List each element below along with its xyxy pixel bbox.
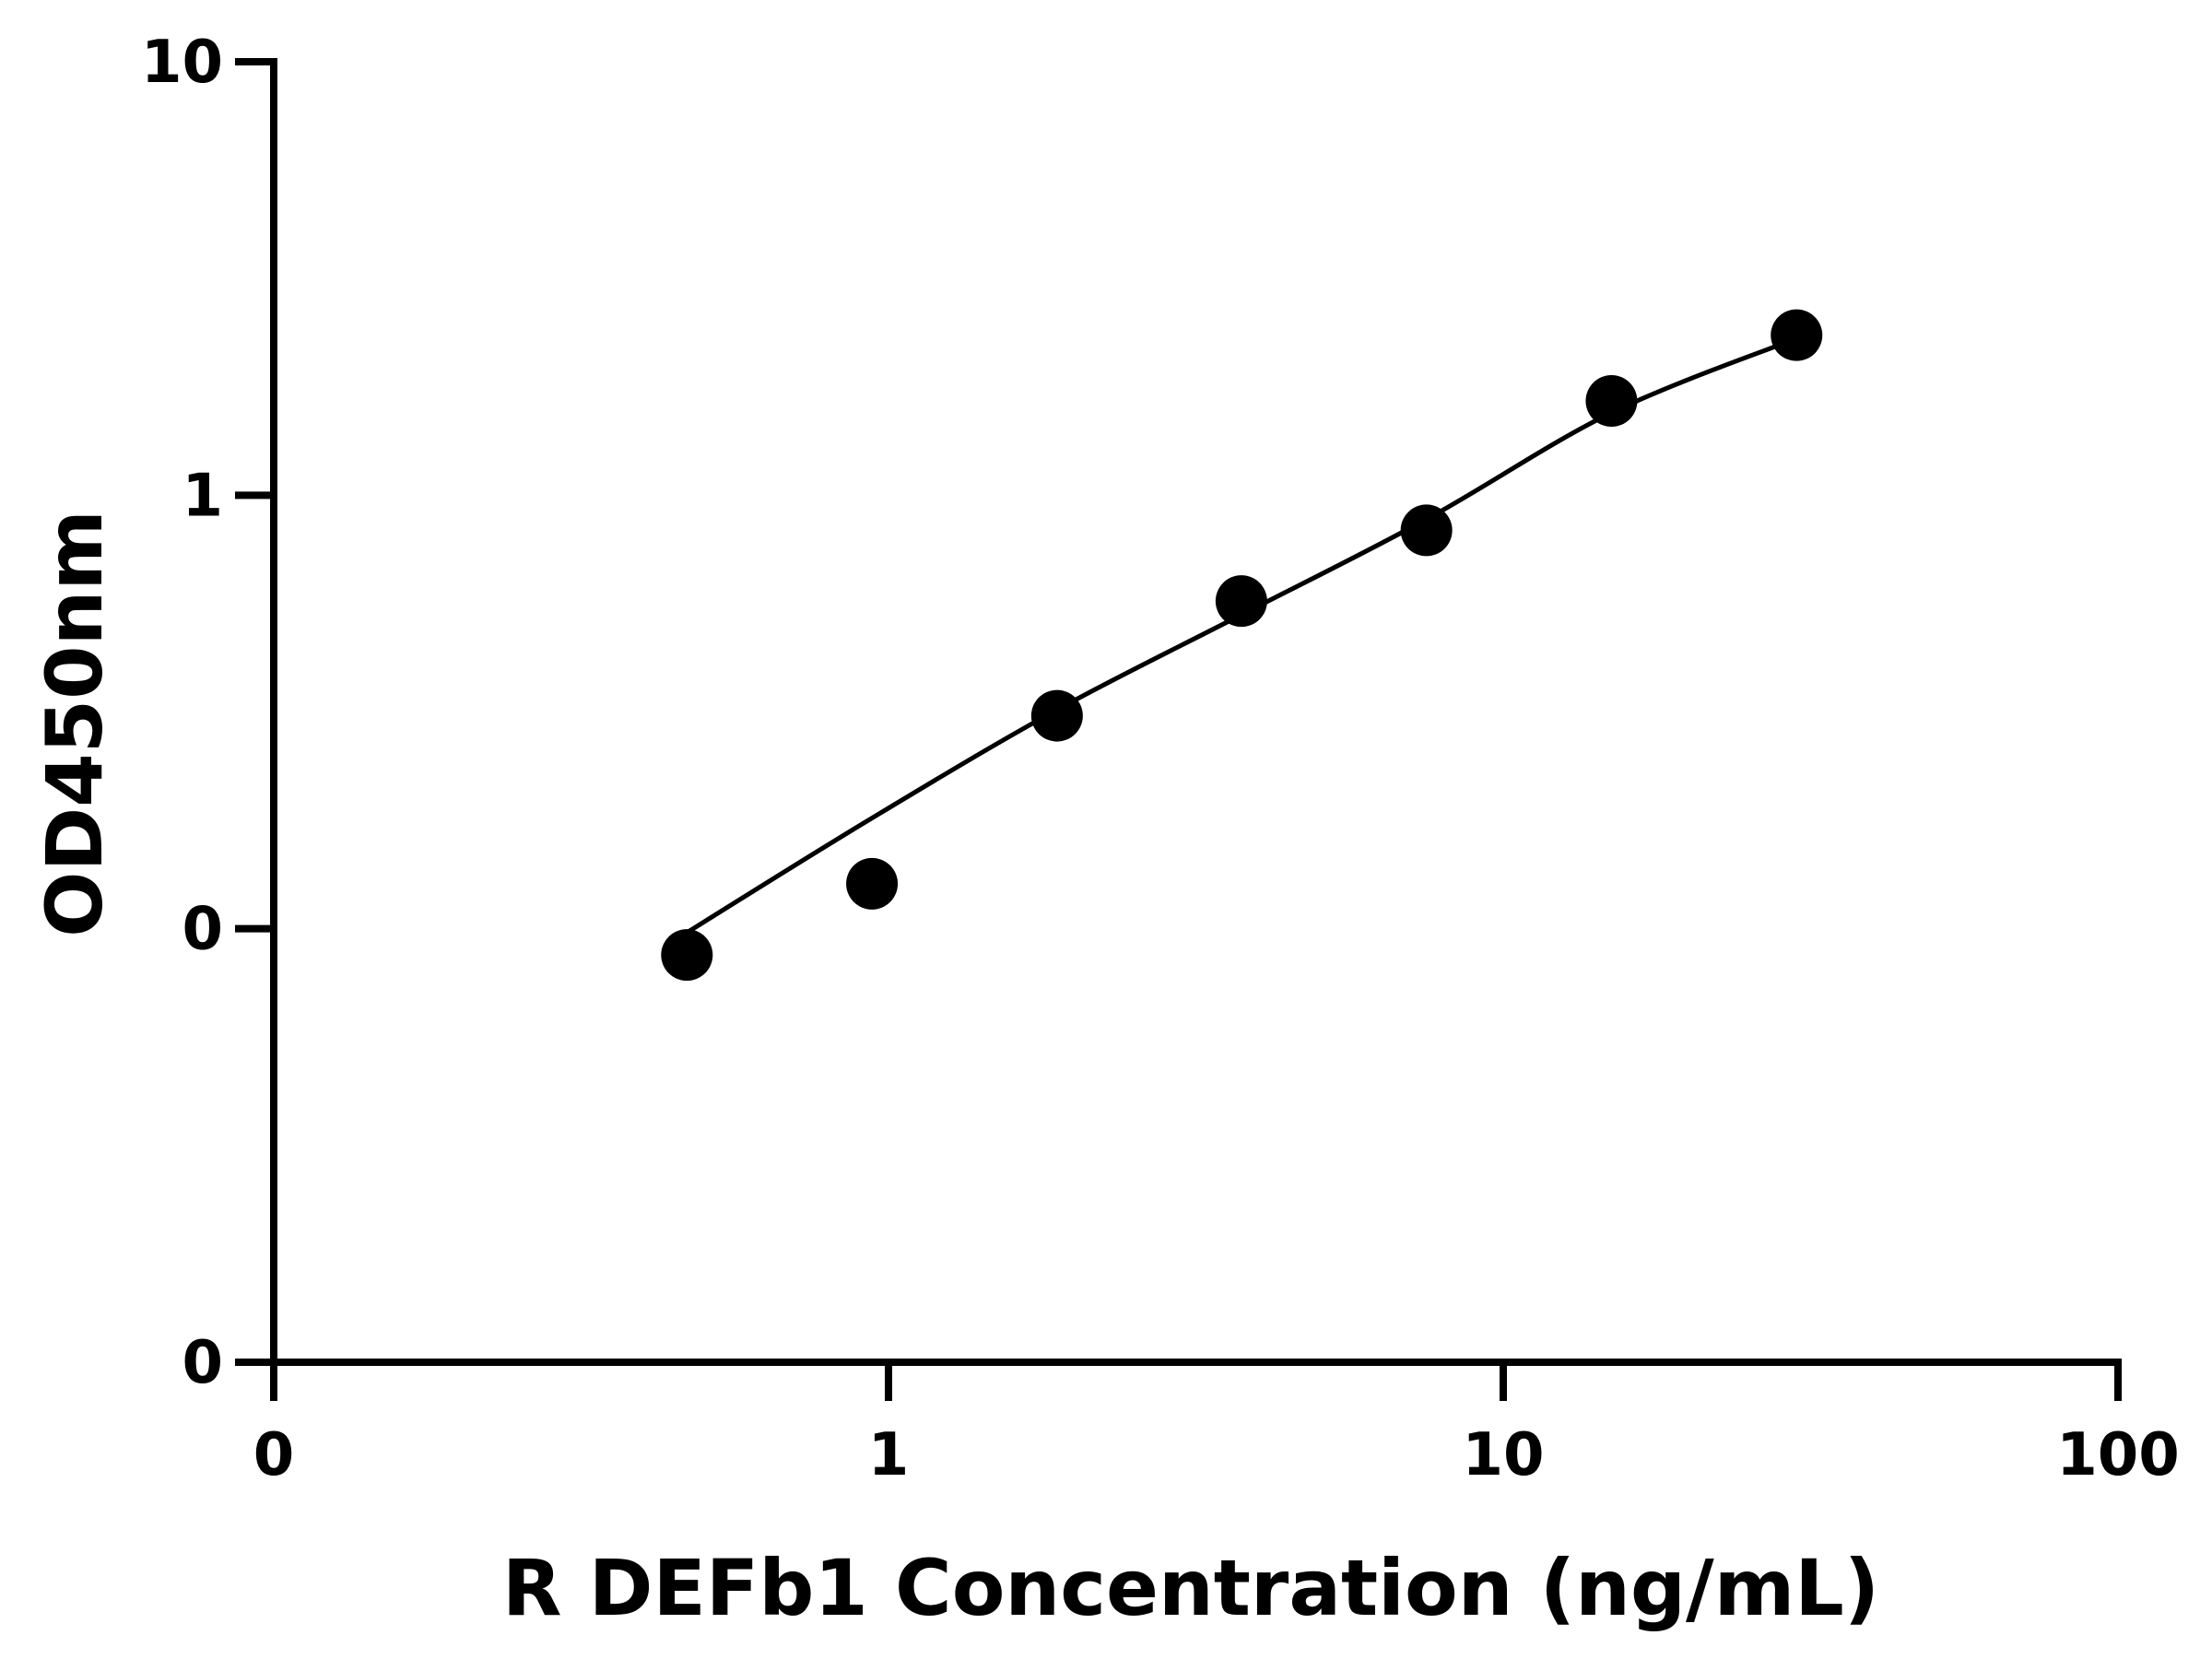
y-tick-label-2: 1: [182, 462, 223, 530]
x-tick-label-3: 100: [2056, 1421, 2180, 1489]
y-tick-label-0: 0: [182, 1329, 223, 1397]
y-tick-label-3: 10: [141, 29, 223, 97]
data-point-2: [1030, 689, 1083, 742]
data-point-5: [1585, 375, 1638, 428]
y-axis-title: OD450nm: [29, 510, 120, 937]
x-tick-label-2: 10: [1462, 1421, 1544, 1489]
data-point-3: [1215, 575, 1267, 628]
y-tick-label-1: 0: [182, 896, 223, 964]
data-point-0: [661, 929, 713, 982]
data-point-6: [1771, 309, 1823, 361]
x-tick-label-0: 0: [253, 1421, 295, 1489]
data-point-4: [1400, 504, 1453, 557]
fit-curve-line: [685, 335, 1798, 935]
x-tick-label-1: 1: [868, 1421, 910, 1489]
data-point-1: [846, 857, 899, 910]
x-axis-title: R DEFb1 Concentration (ng/mL): [502, 1543, 1879, 1633]
